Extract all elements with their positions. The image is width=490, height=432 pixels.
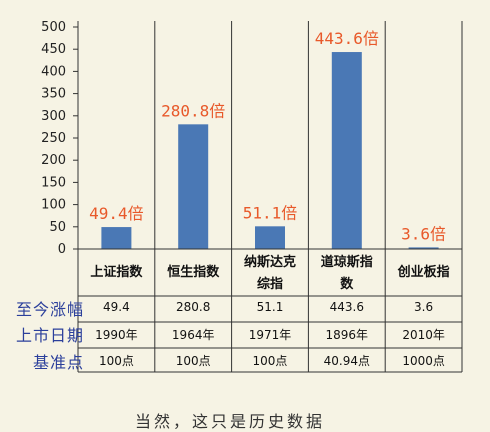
y-tick-label: 500 (41, 20, 66, 35)
y-tick-label: 50 (49, 220, 66, 235)
y-tick-label: 350 (41, 87, 66, 102)
table-cell: 1896年 (325, 328, 369, 342)
bar-2 (255, 226, 285, 249)
table-cell: 1000点 (402, 354, 445, 368)
bar-1 (178, 124, 209, 249)
data-label-4: 3.6倍 (401, 224, 446, 243)
y-tick-label: 200 (41, 153, 66, 168)
table-cell: 2010年 (402, 328, 445, 342)
y-tick-label: 400 (41, 64, 66, 79)
y-tick-label: 100 (41, 198, 66, 213)
data-label-3: 443.6倍 (315, 29, 379, 48)
category-label-3-line-0: 道琼斯指 (321, 254, 373, 270)
category-label-2-line-1: 综指 (257, 276, 283, 292)
category-label-3-line-1: 数 (340, 276, 354, 292)
table-cell: 280.8 (176, 300, 211, 314)
category-label-1: 恒生指数 (167, 264, 220, 280)
data-label-2: 51.1倍 (243, 203, 298, 222)
category-label-2-line-0: 纳斯达克 (244, 254, 296, 270)
table-cell: 51.1 (256, 300, 284, 314)
bar-4 (408, 247, 439, 249)
table-row-header-growth: 至今涨幅 (15, 300, 84, 319)
table-cell: 1990年 (95, 328, 138, 342)
data-label-0: 49.4倍 (89, 204, 144, 223)
caption: 当然，这只是历史数据 (135, 412, 326, 431)
table-cell: 100点 (98, 354, 134, 368)
y-tick-label: 250 (41, 131, 66, 146)
table-row-header-listing-date: 上市日期 (15, 326, 84, 345)
data-label-1: 280.8倍 (161, 101, 225, 120)
table-cell: 100点 (252, 354, 288, 368)
y-tick-label: 150 (41, 175, 66, 190)
bar-3 (331, 52, 362, 250)
table-cell: 3.6 (414, 300, 434, 314)
table-cell: 40.94点 (323, 354, 370, 368)
category-label-4: 创业板指 (397, 264, 450, 280)
table-cell: 443.6 (329, 300, 364, 314)
table-cell: 1964年 (171, 328, 215, 342)
y-tick-label: 0 (58, 242, 66, 257)
table-cell: 1971年 (248, 328, 292, 342)
bar-0 (101, 227, 132, 249)
table-cell: 100点 (175, 354, 211, 368)
y-tick-label: 300 (41, 109, 66, 124)
category-label-0: 上证指数 (90, 264, 143, 280)
y-tick-label: 450 (41, 42, 66, 57)
table-row-header-base-point: 基准点 (32, 353, 84, 372)
table-cell: 49.4 (103, 300, 130, 314)
